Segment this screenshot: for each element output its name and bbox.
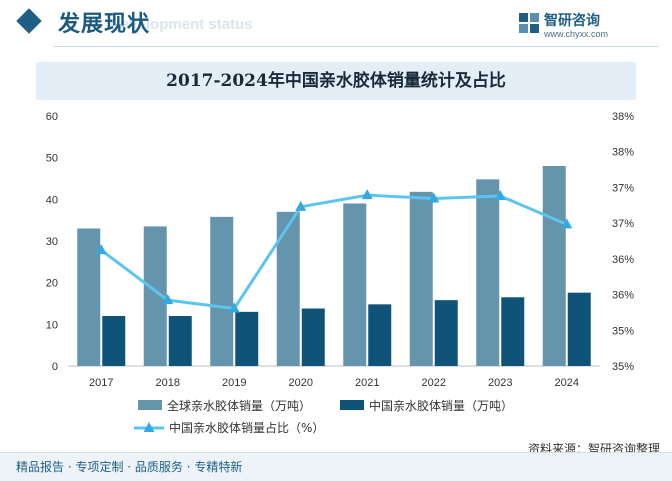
footer-text: 精品报告 · 专项定制 · 品质服务 · 专精特新	[16, 460, 243, 474]
left-axis-tick-label: 60	[46, 111, 58, 123]
global-sales-bar	[409, 191, 433, 366]
right-axis-tick-label: 38%	[612, 111, 634, 123]
header-divider	[54, 46, 658, 47]
china-sales-bar	[102, 316, 126, 366]
right-axis-tick-label: 37%	[612, 182, 634, 194]
china-sales-bar	[301, 308, 325, 366]
x-axis-tick-label: 2018	[156, 377, 180, 389]
share-line-marker	[561, 218, 573, 229]
right-axis-tick-label: 36%	[612, 290, 634, 302]
china-sales-bar	[501, 297, 525, 366]
share-line-marker	[428, 192, 440, 203]
right-axis-tick-label: 38%	[612, 147, 634, 159]
share-line-marker	[361, 189, 373, 200]
share-line-marker	[228, 302, 240, 313]
legend-marker-share	[143, 422, 155, 432]
header: Development status 发展现状 智研咨询 www.chyxx.c…	[0, 0, 672, 48]
legend-swatch-global	[138, 400, 162, 410]
legend-label-share: 中国亲水胶体销量占比（%）	[169, 420, 324, 435]
left-axis-tick-label: 50	[46, 153, 58, 165]
x-axis-tick-label: 2024	[555, 377, 579, 389]
legend-label-global: 全球亲水胶体销量（万吨）	[167, 398, 311, 413]
x-axis-tick-label: 2023	[488, 377, 512, 389]
left-axis-tick-label: 10	[46, 319, 58, 331]
global-sales-bar	[143, 226, 167, 366]
global-sales-bar	[542, 166, 566, 366]
share-line-marker	[494, 190, 506, 200]
logo-name: 智研咨询	[544, 13, 600, 29]
left-axis-tick-label: 30	[46, 236, 58, 248]
share-line-marker	[162, 294, 174, 305]
legend-swatch-china	[340, 400, 364, 410]
global-sales-bar	[276, 211, 300, 366]
left-axis-tick-label: 0	[52, 361, 58, 373]
chart-title: 2017-2024年中国亲水胶体销量统计及占比	[166, 71, 506, 91]
right-axis-tick-label: 36%	[612, 254, 634, 266]
right-axis-tick-label: 35%	[612, 361, 634, 373]
china-sales-bar	[168, 316, 192, 366]
logo-icon	[519, 13, 539, 33]
share-line-marker	[295, 200, 307, 211]
global-sales-bar	[476, 179, 500, 366]
left-axis-tick-label: 40	[46, 194, 58, 206]
share-line-marker	[95, 244, 107, 255]
x-axis-tick-label: 2020	[289, 377, 313, 389]
section-subtitle: Development status	[110, 16, 253, 33]
china-sales-bar	[368, 304, 392, 366]
footer: 精品报告 · 专项定制 · 品质服务 · 专精特新	[0, 452, 672, 481]
global-sales-bar	[210, 216, 234, 366]
title-band	[36, 62, 636, 100]
global-sales-bar	[77, 228, 101, 366]
share-line	[100, 193, 568, 311]
left-axis-tick-label: 20	[46, 278, 58, 290]
china-sales-bar	[434, 300, 458, 366]
section-title: 发展现状	[58, 12, 151, 37]
china-sales-bar	[567, 292, 591, 366]
x-axis-tick-label: 2019	[222, 377, 246, 389]
x-axis-tick-label: 2017	[89, 377, 113, 389]
legend-label-china: 中国亲水胶体销量（万吨）	[369, 398, 513, 413]
x-axis-tick-label: 2022	[422, 377, 446, 389]
right-axis-tick-label: 37%	[612, 218, 634, 230]
brand-logo: 智研咨询 www.chyxx.com	[518, 8, 658, 44]
logo-url: www.chyxx.com	[544, 29, 609, 39]
china-sales-bar	[235, 311, 259, 366]
x-axis-tick-label: 2021	[355, 377, 379, 389]
right-axis-tick-label: 35%	[612, 325, 634, 337]
global-sales-bar	[343, 203, 367, 366]
